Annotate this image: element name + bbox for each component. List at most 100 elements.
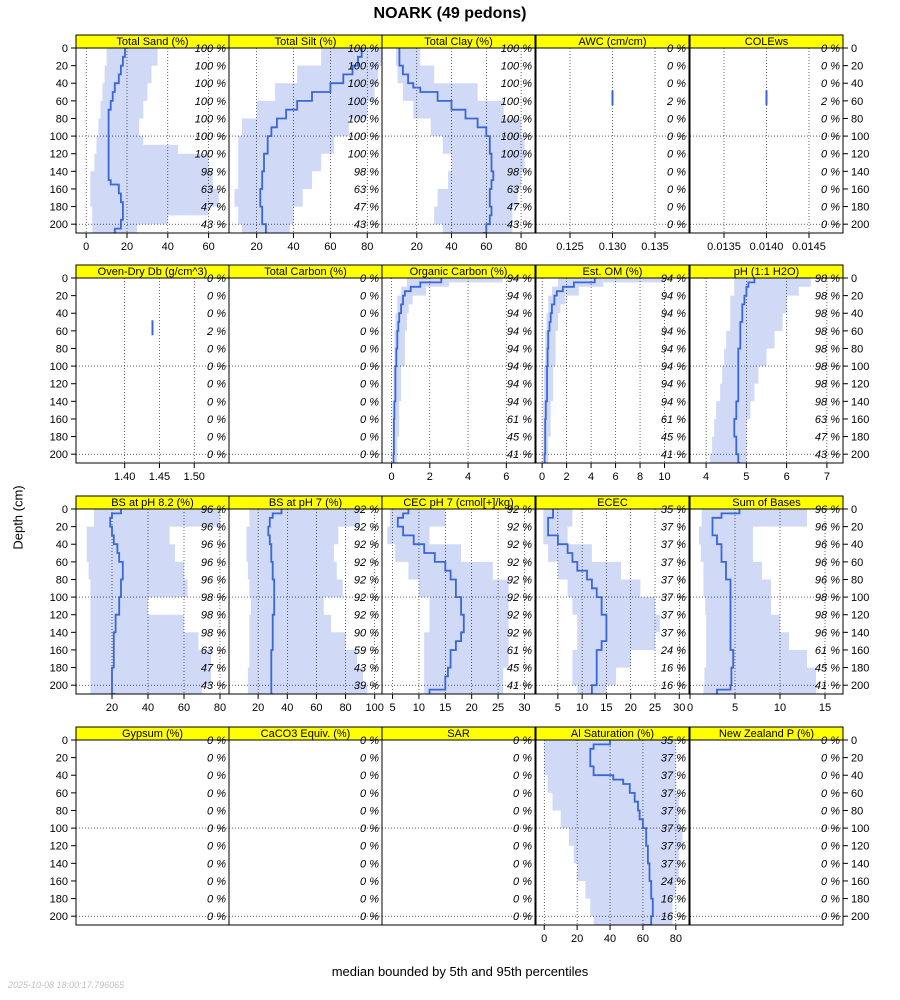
median-line — [109, 509, 124, 694]
x-tick-label: 30 — [518, 702, 530, 714]
percent-label: 0 % — [821, 770, 840, 782]
y-tick-label: 140 — [50, 396, 68, 408]
y-tick-label: 60 — [851, 788, 863, 800]
percent-label: 0 % — [513, 911, 532, 923]
percent-label: 98 % — [201, 592, 226, 604]
y-tick-label: 40 — [56, 78, 68, 90]
panel-13 — [535, 495, 690, 699]
percent-label: 100 % — [348, 61, 379, 73]
panel-17 — [381, 726, 536, 926]
percent-label: 92 % — [507, 557, 532, 569]
x-tick-label: 80 — [670, 933, 682, 945]
percent-label: 0 % — [207, 343, 226, 355]
percent-label: 92 % — [354, 522, 379, 534]
x-tick-label: 20 — [106, 702, 118, 714]
y-tick-label: 60 — [56, 557, 68, 569]
panel-title: SAR — [447, 728, 470, 740]
x-tick-label: 0.130 — [599, 241, 627, 253]
median-line — [396, 509, 465, 694]
percent-label: 63 % — [201, 184, 226, 196]
panel-16 — [228, 726, 383, 926]
percent-label: 100 % — [501, 113, 532, 125]
y-tick-label: 120 — [851, 149, 869, 161]
panel-title: Al Saturation (%) — [571, 728, 654, 740]
percent-label: 98 % — [815, 610, 840, 622]
y-tick-label: 40 — [851, 539, 863, 551]
percent-label: 0 % — [207, 379, 226, 391]
y-tick-label: 80 — [851, 805, 863, 817]
percent-label: 92 % — [507, 627, 532, 639]
y-tick-label: 140 — [851, 396, 869, 408]
percent-label: 100 % — [501, 131, 532, 143]
y-tick-label: 0 — [62, 273, 68, 285]
percent-label: 41 % — [815, 680, 840, 692]
percent-label: 100 % — [348, 113, 379, 125]
percent-label: 0 % — [667, 202, 686, 214]
percent-label: 98 % — [815, 326, 840, 338]
panel-title: BS at pH 7 (%) — [269, 497, 342, 509]
percent-label: 37 % — [661, 610, 686, 622]
y-tick-label: 160 — [851, 645, 869, 657]
x-tick-label: 40 — [162, 241, 174, 253]
y-tick-label: 100 — [50, 131, 68, 143]
y-tick-label: 0 — [851, 43, 857, 55]
percent-label: 0 % — [667, 219, 686, 231]
median-line — [107, 48, 126, 233]
panel-1 — [228, 34, 383, 238]
percent-label: 24 % — [660, 645, 686, 657]
percent-label: 94 % — [661, 326, 686, 338]
percent-label: 92 % — [507, 592, 532, 604]
y-tick-label: 80 — [56, 343, 68, 355]
percent-label: 100 % — [348, 78, 379, 90]
x-tick-label: 40 — [142, 702, 154, 714]
percent-label: 0 % — [821, 219, 840, 231]
percent-label: 37 % — [661, 858, 686, 870]
x-tick-label: 10 — [658, 471, 670, 483]
panel-frame — [381, 508, 536, 695]
percent-label: 0 % — [821, 78, 840, 90]
percent-label: 100 % — [501, 78, 532, 90]
percent-label: 43 % — [201, 680, 226, 692]
percent-label: 92 % — [354, 592, 379, 604]
x-tick-label: 0 — [389, 471, 395, 483]
median-line — [267, 509, 283, 694]
y-tick-label: 160 — [50, 645, 68, 657]
x-tick-label: 7 — [824, 471, 830, 483]
x-tick-label: 60 — [324, 241, 336, 253]
percent-label: 94 % — [507, 326, 532, 338]
x-tick-label: 25 — [492, 702, 504, 714]
percent-label: 98 % — [815, 273, 840, 285]
percent-label: 45 % — [815, 663, 840, 675]
panel-title: Total Carbon (%) — [264, 266, 347, 278]
y-tick-label: 40 — [56, 308, 68, 320]
y-axis-label: Depth (cm) — [10, 485, 26, 550]
percent-label: 100 % — [195, 61, 226, 73]
percent-label: 43 % — [507, 219, 532, 231]
percent-label: 96 % — [815, 574, 840, 586]
percentile-band — [234, 48, 382, 233]
panel-title: AWC (cm/cm) — [578, 36, 646, 48]
panel-18 — [535, 726, 690, 930]
percentile-band — [542, 278, 665, 463]
x-tick-label: 60 — [310, 702, 322, 714]
y-tick-label: 180 — [851, 663, 869, 675]
y-tick-label: 140 — [851, 166, 869, 178]
panel-frame — [535, 739, 690, 926]
percent-label: 94 % — [661, 379, 686, 391]
percentile-band — [699, 509, 816, 694]
percent-label: 37 % — [661, 557, 686, 569]
x-tick-label: 20 — [571, 933, 583, 945]
percent-label: 0 % — [667, 149, 686, 161]
percent-label: 37 % — [661, 592, 686, 604]
percent-label: 98 % — [815, 396, 840, 408]
percent-label: 0 % — [360, 343, 379, 355]
percent-label: 94 % — [661, 291, 686, 303]
percent-label: 0 % — [513, 805, 532, 817]
x-tick-label: 1.50 — [184, 471, 205, 483]
y-tick-label: 200 — [851, 911, 869, 923]
percent-label: 92 % — [354, 539, 379, 551]
percent-label: 37 % — [661, 788, 686, 800]
percent-label: 100 % — [195, 78, 226, 90]
y-tick-label: 100 — [851, 592, 869, 604]
percent-label: 0 % — [207, 308, 226, 320]
